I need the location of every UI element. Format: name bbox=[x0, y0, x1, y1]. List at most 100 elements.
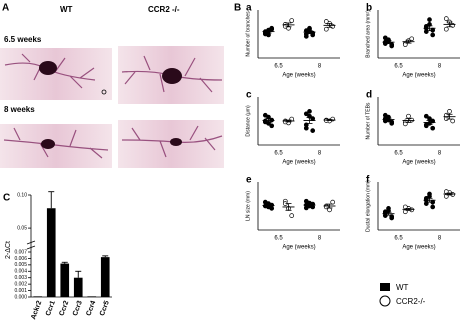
error-bar bbox=[446, 192, 453, 196]
error-bar bbox=[285, 22, 292, 28]
error-bar bbox=[426, 197, 433, 203]
data-point bbox=[310, 128, 316, 133]
y-axis-label: Number of TEBs bbox=[365, 102, 371, 139]
x-tick-label: 8 bbox=[438, 151, 442, 157]
error-bar bbox=[265, 29, 272, 34]
y-axis-label: Ductal elongation (mm) bbox=[365, 180, 371, 232]
data-point bbox=[430, 32, 436, 38]
data-point bbox=[389, 42, 395, 47]
panel-label: A bbox=[2, 3, 9, 14]
y-tick-label: 0.000 bbox=[14, 294, 27, 300]
data-point bbox=[427, 191, 432, 197]
data-point bbox=[402, 121, 408, 127]
y-tick-label: 0.004 bbox=[14, 269, 27, 275]
data-point bbox=[450, 192, 456, 197]
y-axis-label: Branched area (mm²) bbox=[365, 10, 371, 58]
data-point bbox=[323, 19, 329, 24]
x-tick-label: Ccr1 bbox=[45, 300, 57, 317]
y-axis-label: 2-ΔCt bbox=[5, 241, 12, 259]
x-axis-label: Age (weeks) bbox=[282, 160, 315, 166]
data-point bbox=[389, 214, 395, 219]
error-bar bbox=[306, 30, 313, 34]
data-point bbox=[310, 32, 316, 38]
x-tick-label: 6.5 bbox=[394, 64, 403, 70]
legend-label: WT bbox=[396, 283, 409, 292]
data-point bbox=[382, 209, 388, 215]
y-tick-label: 0.006 bbox=[14, 256, 27, 262]
bar bbox=[46, 208, 56, 297]
error-bar bbox=[61, 261, 68, 264]
row-label: 6.5 weeks bbox=[4, 35, 42, 44]
x-tick-label: Ccr4 bbox=[85, 300, 97, 317]
data-point bbox=[307, 109, 312, 114]
data-point bbox=[386, 206, 391, 211]
data-point bbox=[430, 125, 436, 131]
panel-label: B bbox=[234, 3, 241, 14]
error-bar bbox=[405, 39, 412, 44]
data-point bbox=[269, 117, 275, 123]
y-tick-label: 0.001 bbox=[14, 288, 27, 294]
error-bar bbox=[326, 203, 333, 209]
data-point bbox=[289, 18, 295, 23]
error-bar bbox=[446, 113, 453, 120]
legend-swatch bbox=[379, 295, 391, 307]
error-bar bbox=[426, 120, 433, 125]
data-point bbox=[269, 202, 275, 208]
x-tick-label: 6.5 bbox=[394, 151, 403, 157]
data-point bbox=[289, 213, 295, 218]
error-bar bbox=[75, 270, 82, 278]
error-bar bbox=[385, 211, 392, 216]
x-axis-label: Age (weeks) bbox=[402, 73, 435, 79]
x-axis-label: Age (weeks) bbox=[282, 73, 315, 79]
data-point bbox=[427, 17, 432, 22]
error-bar bbox=[285, 203, 292, 211]
legend-label: CCR2-/- bbox=[396, 297, 426, 306]
y-tick-label: 0.05 bbox=[17, 225, 27, 231]
panel-label: f bbox=[366, 175, 370, 186]
data-point bbox=[323, 26, 329, 32]
data-point bbox=[443, 16, 449, 21]
data-point bbox=[303, 205, 309, 211]
bar bbox=[87, 296, 97, 297]
data-point bbox=[406, 113, 411, 119]
error-bar bbox=[48, 191, 55, 209]
panel-label: c bbox=[246, 90, 252, 101]
bar bbox=[60, 263, 70, 297]
y-tick-label: 0.005 bbox=[14, 262, 27, 268]
panel-label: a bbox=[246, 3, 252, 14]
panel-label: d bbox=[366, 90, 372, 101]
data-point bbox=[450, 118, 456, 124]
x-tick-label: Ccr5 bbox=[99, 300, 111, 317]
error-bar bbox=[326, 119, 333, 121]
x-axis-label: Age (weeks) bbox=[282, 245, 315, 251]
data-point bbox=[289, 116, 295, 122]
x-axis-label: Age (weeks) bbox=[402, 160, 435, 166]
error-bar bbox=[385, 117, 392, 122]
error-bar bbox=[326, 23, 333, 28]
bar bbox=[33, 296, 43, 297]
data-point bbox=[330, 199, 336, 205]
y-tick-label: 0.007 bbox=[14, 249, 27, 255]
data-point bbox=[447, 109, 452, 114]
legend-swatch bbox=[380, 283, 390, 291]
error-bar bbox=[446, 21, 453, 28]
column-label: WT bbox=[60, 5, 73, 14]
x-tick-label: Ccr3 bbox=[72, 300, 84, 317]
x-tick-label: 8 bbox=[438, 64, 442, 70]
data-point bbox=[423, 113, 429, 119]
data-point bbox=[409, 117, 415, 123]
column-label: CCR2 -/- bbox=[148, 5, 180, 14]
y-tick-label: 0.10 bbox=[17, 192, 27, 198]
data-point bbox=[303, 122, 309, 128]
error-bar bbox=[306, 117, 313, 124]
error-bar bbox=[265, 118, 272, 123]
error-bar bbox=[102, 255, 109, 258]
data-point bbox=[262, 199, 268, 205]
data-point bbox=[269, 123, 275, 129]
error-bar bbox=[405, 207, 412, 211]
data-point bbox=[430, 204, 436, 210]
bar bbox=[100, 257, 110, 297]
x-tick-label: 6.5 bbox=[394, 236, 403, 242]
row-label: 8 weeks bbox=[4, 105, 35, 114]
x-tick-label: 6.5 bbox=[274, 151, 283, 157]
